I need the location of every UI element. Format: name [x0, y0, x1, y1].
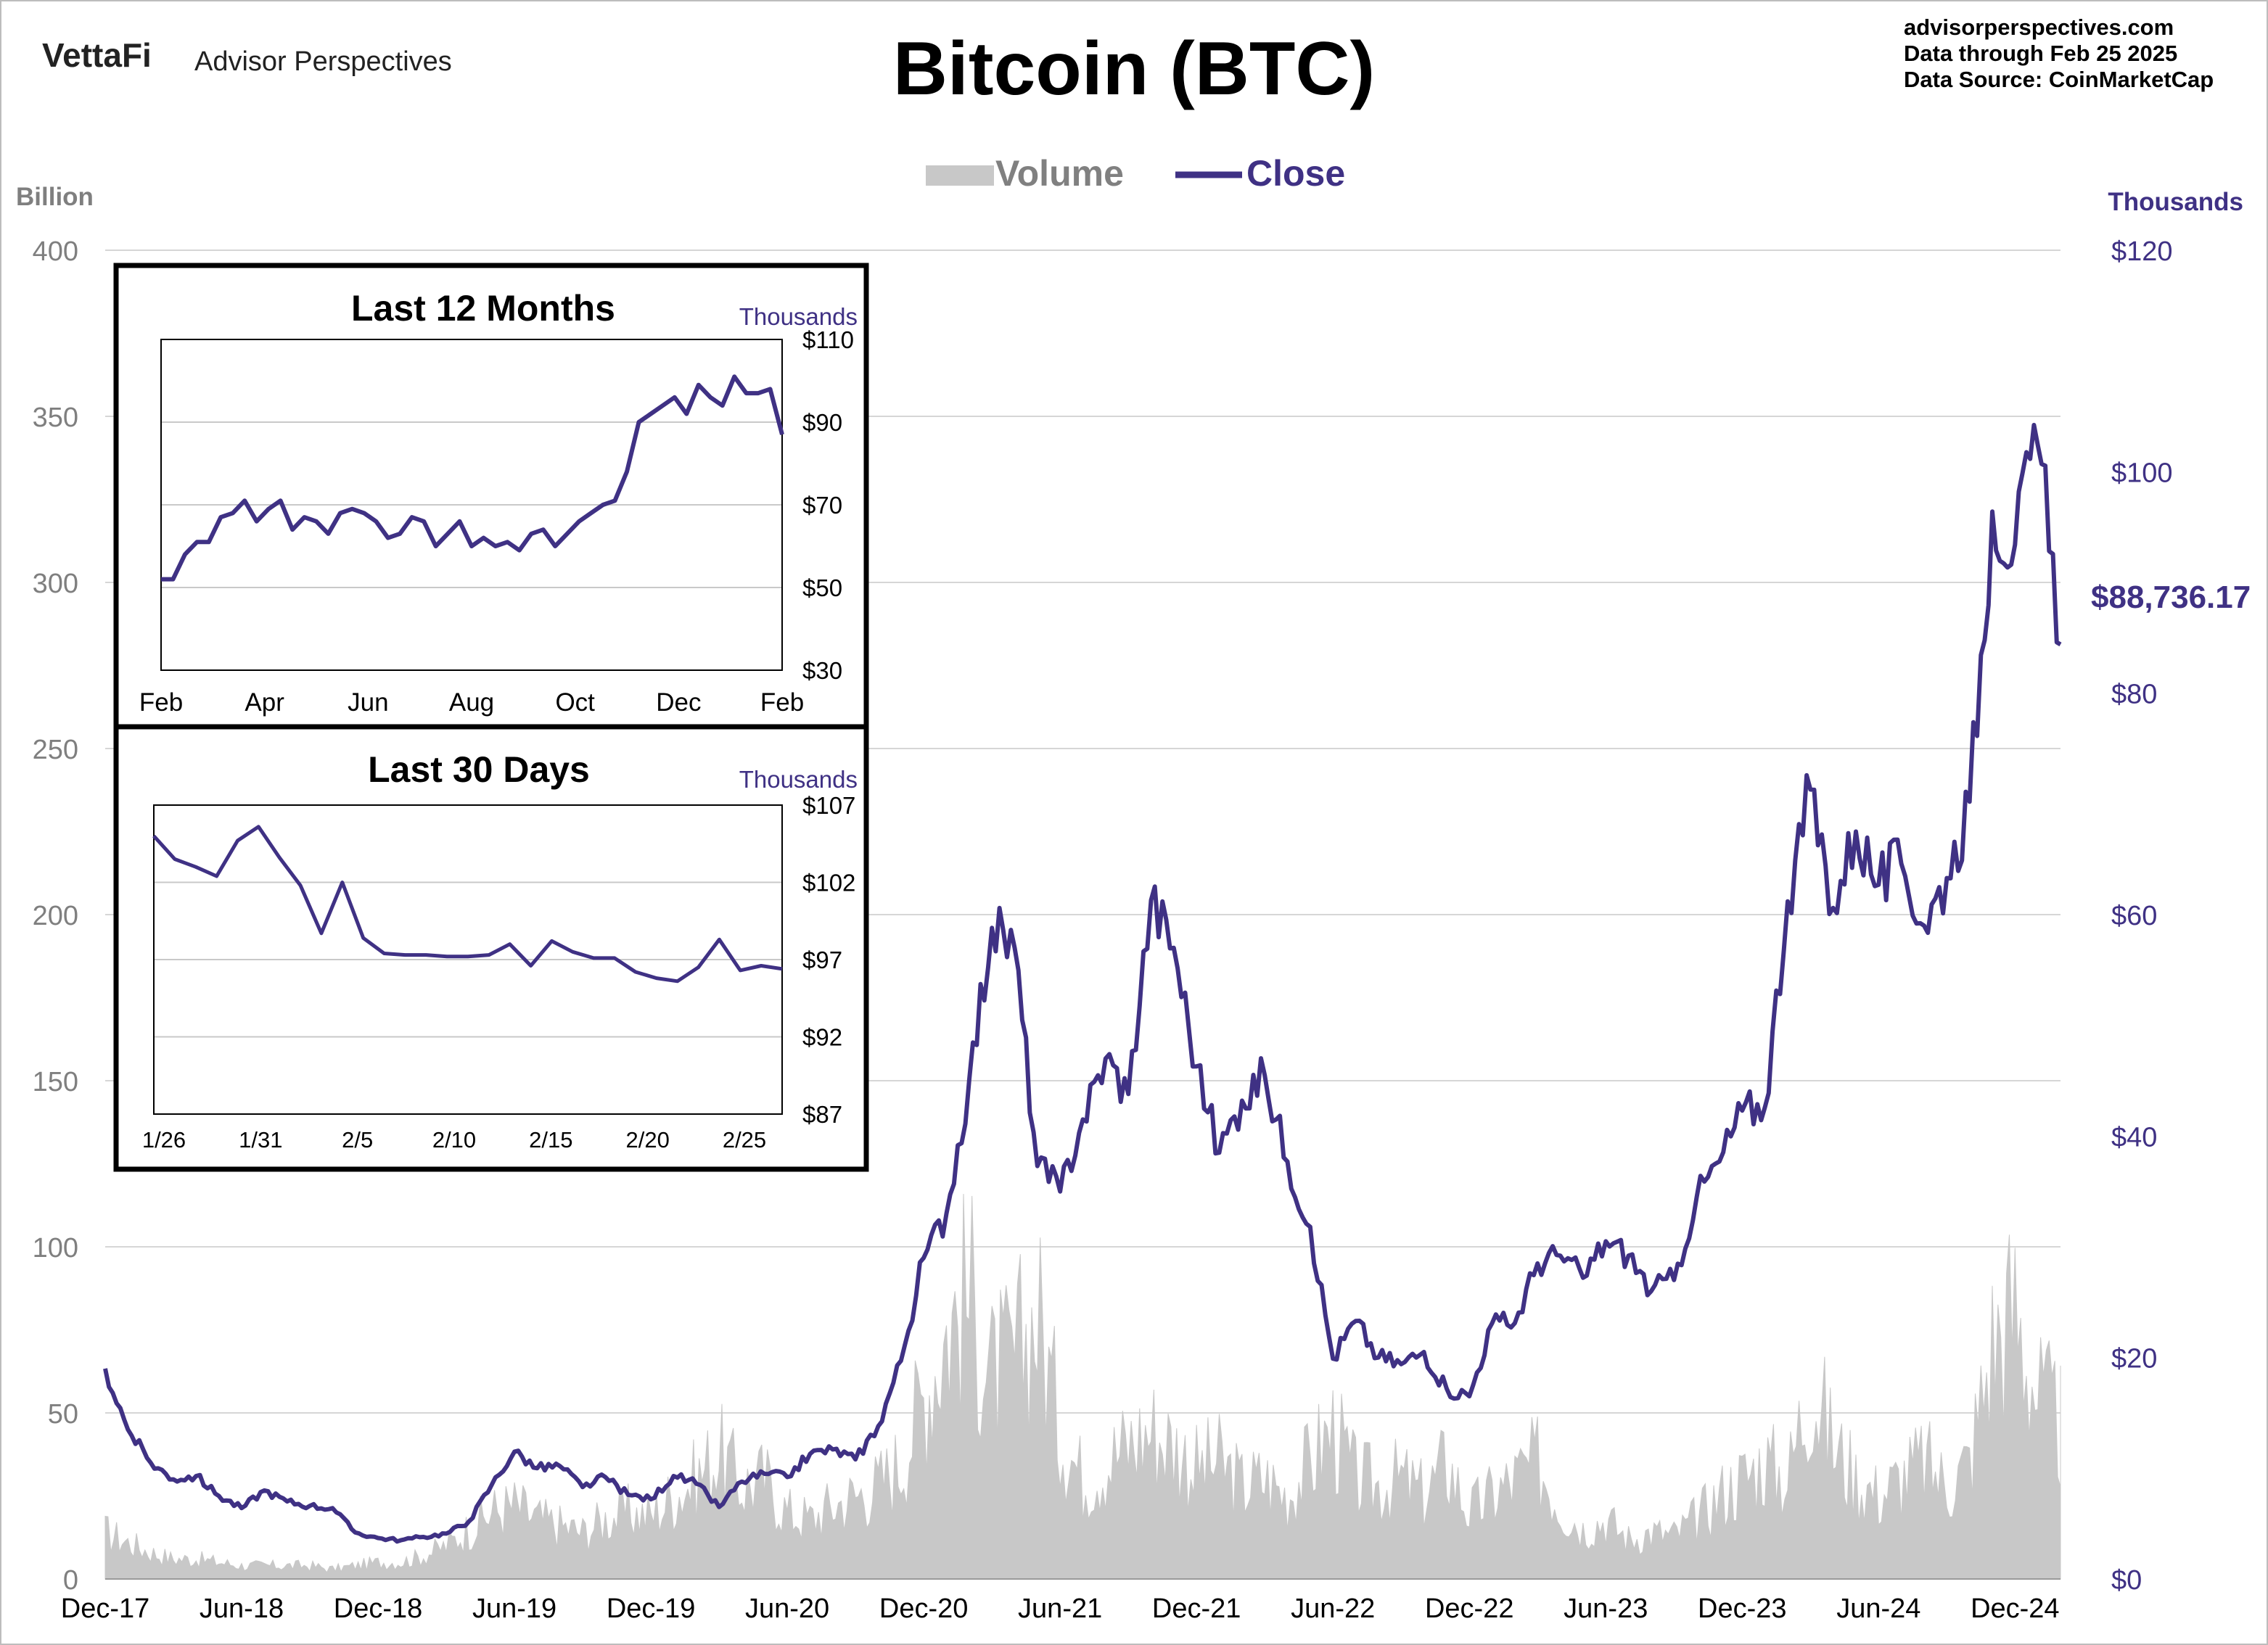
inset-y-tick-label: $90: [802, 409, 842, 436]
data-source: Data Source: CoinMarketCap: [1904, 67, 2214, 92]
volume-series: [104, 1194, 2061, 1580]
x-axis-tick-label: Dec-20: [879, 1594, 969, 1624]
data-through: Data through Feb 25 2025: [1904, 41, 2177, 66]
inset-x-tick-label: 2/20: [625, 1127, 669, 1153]
x-axis-tick-label: Dec-17: [61, 1594, 150, 1624]
x-axis-tick-label: Jun-18: [200, 1594, 284, 1624]
inset-12m-title: Last 12 Months: [351, 288, 615, 329]
right-axis-tick-label: $100: [2111, 458, 2173, 488]
left-axis-tick-label: 200: [33, 901, 78, 931]
inset-x-tick-label: Oct: [555, 688, 595, 717]
inset-x-tick-label: Feb: [760, 688, 804, 717]
inset-12m-plot-area: [160, 339, 783, 671]
inset-30d-frame: [113, 724, 869, 1172]
volume-area: [104, 1194, 2061, 1580]
x-axis-tick-label: Dec-21: [1152, 1594, 1241, 1624]
inset-y-tick-label: $30: [802, 657, 842, 684]
x-axis-tick-label: Jun-24: [1836, 1594, 1920, 1624]
x-axis-tick-label: Jun-19: [472, 1594, 556, 1624]
inset-x-tick-label: Aug: [449, 688, 494, 717]
inset-last-12-months: Last 12 Months Thousands $30 $50 $70 $90 $11…: [113, 263, 869, 730]
legend: Volume Close: [926, 153, 1345, 194]
legend-label-close: Close: [1246, 153, 1345, 194]
main-axes: 0 50 100 150 200 250 300 350 400 $0 $20 $40 $60 $80 $1…: [33, 236, 2173, 1624]
left-axis-title: Billion: [16, 183, 94, 211]
inset-y-tick-label: $107: [802, 792, 855, 819]
close-series: [103, 423, 2062, 1544]
inset-close-line: [152, 825, 783, 984]
inset-x-tick-label: Jun: [348, 688, 388, 717]
left-axis-tick-label: 0: [63, 1565, 78, 1596]
right-axis-tick-label: $20: [2111, 1344, 2157, 1374]
left-axis-tick-label: 350: [33, 403, 78, 433]
x-axis-tick-label: Jun-22: [1291, 1594, 1375, 1624]
inset-y-tick-label: $97: [802, 947, 842, 973]
inset-12m-axes: $30 $50 $70 $90 $110 Feb Apr Jun Aug Oct Dec Feb: [139, 326, 854, 717]
right-axis-tick-label: $60: [2111, 901, 2157, 931]
inset-12m-close-series: [161, 374, 784, 582]
inset-x-tick-label: 2/5: [342, 1127, 373, 1153]
inset-y-tick-label: $102: [802, 870, 855, 896]
right-axis-tick-label: $120: [2111, 236, 2173, 267]
inset-x-tick-label: Apr: [245, 688, 284, 717]
legend-label-volume: Volume: [995, 153, 1124, 194]
inset-x-tick-label: 2/15: [529, 1127, 572, 1153]
inset-12m-axis-title: Thousands: [739, 303, 858, 330]
x-axis-tick-label: Jun-21: [1018, 1594, 1102, 1624]
inset-y-tick-label: $70: [802, 492, 842, 519]
site-url: advisorperspectives.com: [1904, 15, 2174, 40]
right-axis-tick-label: $80: [2111, 680, 2157, 710]
x-axis-tick-label: Dec-23: [1698, 1594, 1787, 1624]
x-axis-tick-label: Jun-23: [1564, 1594, 1648, 1624]
left-axis-tick-label: 250: [33, 735, 78, 765]
inset-12m-gridlines: [161, 421, 782, 588]
left-axis-tick-label: 300: [33, 569, 78, 599]
inset-x-tick-label: 2/25: [723, 1127, 766, 1153]
left-axis-tick-label: 100: [33, 1233, 78, 1263]
inset-y-tick-label: $110: [802, 326, 854, 353]
legend-swatch-volume: [926, 165, 994, 186]
close-line: [103, 423, 2062, 1544]
x-axis-tick-label: Jun-20: [745, 1594, 829, 1624]
inset-x-tick-label: 1/31: [239, 1127, 282, 1153]
inset-30d-axes: $87 $92 $97 $102 $107 1/26 1/31 2/5 2/10 2/15 2/20…: [142, 792, 856, 1153]
vettafi-logo: VettaFi: [42, 36, 152, 74]
inset-30d-gridlines: [154, 881, 782, 1038]
left-axis-tick-label: 50: [48, 1399, 78, 1430]
x-axis-tick-label: Dec-24: [1971, 1594, 2060, 1624]
right-axis-tick-label: $0: [2111, 1565, 2142, 1596]
inset-close-line: [161, 374, 784, 582]
inset-30d-axis-title: Thousands: [739, 766, 858, 793]
inset-x-tick-label: 1/26: [142, 1127, 186, 1153]
inset-x-tick-label: 2/10: [432, 1127, 476, 1153]
inset-12m-frame: [113, 263, 869, 730]
chart-title: Bitcoin (BTC): [893, 27, 1375, 111]
right-axis-title: Thousands: [2108, 188, 2243, 216]
inset-y-tick-label: $92: [802, 1024, 842, 1051]
left-axis-tick-label: 400: [33, 236, 78, 267]
x-axis-tick-label: Dec-22: [1425, 1594, 1514, 1624]
publisher-name: Advisor Perspectives: [194, 46, 452, 77]
inset-30d-plot-area: [153, 804, 783, 1115]
inset-x-tick-label: Dec: [656, 688, 701, 717]
x-axis-tick-label: Dec-19: [607, 1594, 696, 1624]
inset-last-30-days: Last 30 Days Thousands $87 $92 $97 $102 $107…: [113, 724, 869, 1172]
inset-y-tick-label: $50: [802, 574, 842, 601]
right-axis-tick-label: $40: [2111, 1122, 2157, 1153]
inset-x-tick-label: Feb: [139, 688, 183, 717]
inset-30d-title: Last 30 Days: [368, 749, 590, 790]
inset-y-tick-label: $87: [802, 1101, 842, 1128]
inset-30d-close-series: [152, 825, 783, 984]
x-axis-tick-label: Dec-18: [334, 1594, 423, 1624]
last-close-label: $88,736.17: [2091, 580, 2251, 615]
left-axis-tick-label: 150: [33, 1067, 78, 1097]
